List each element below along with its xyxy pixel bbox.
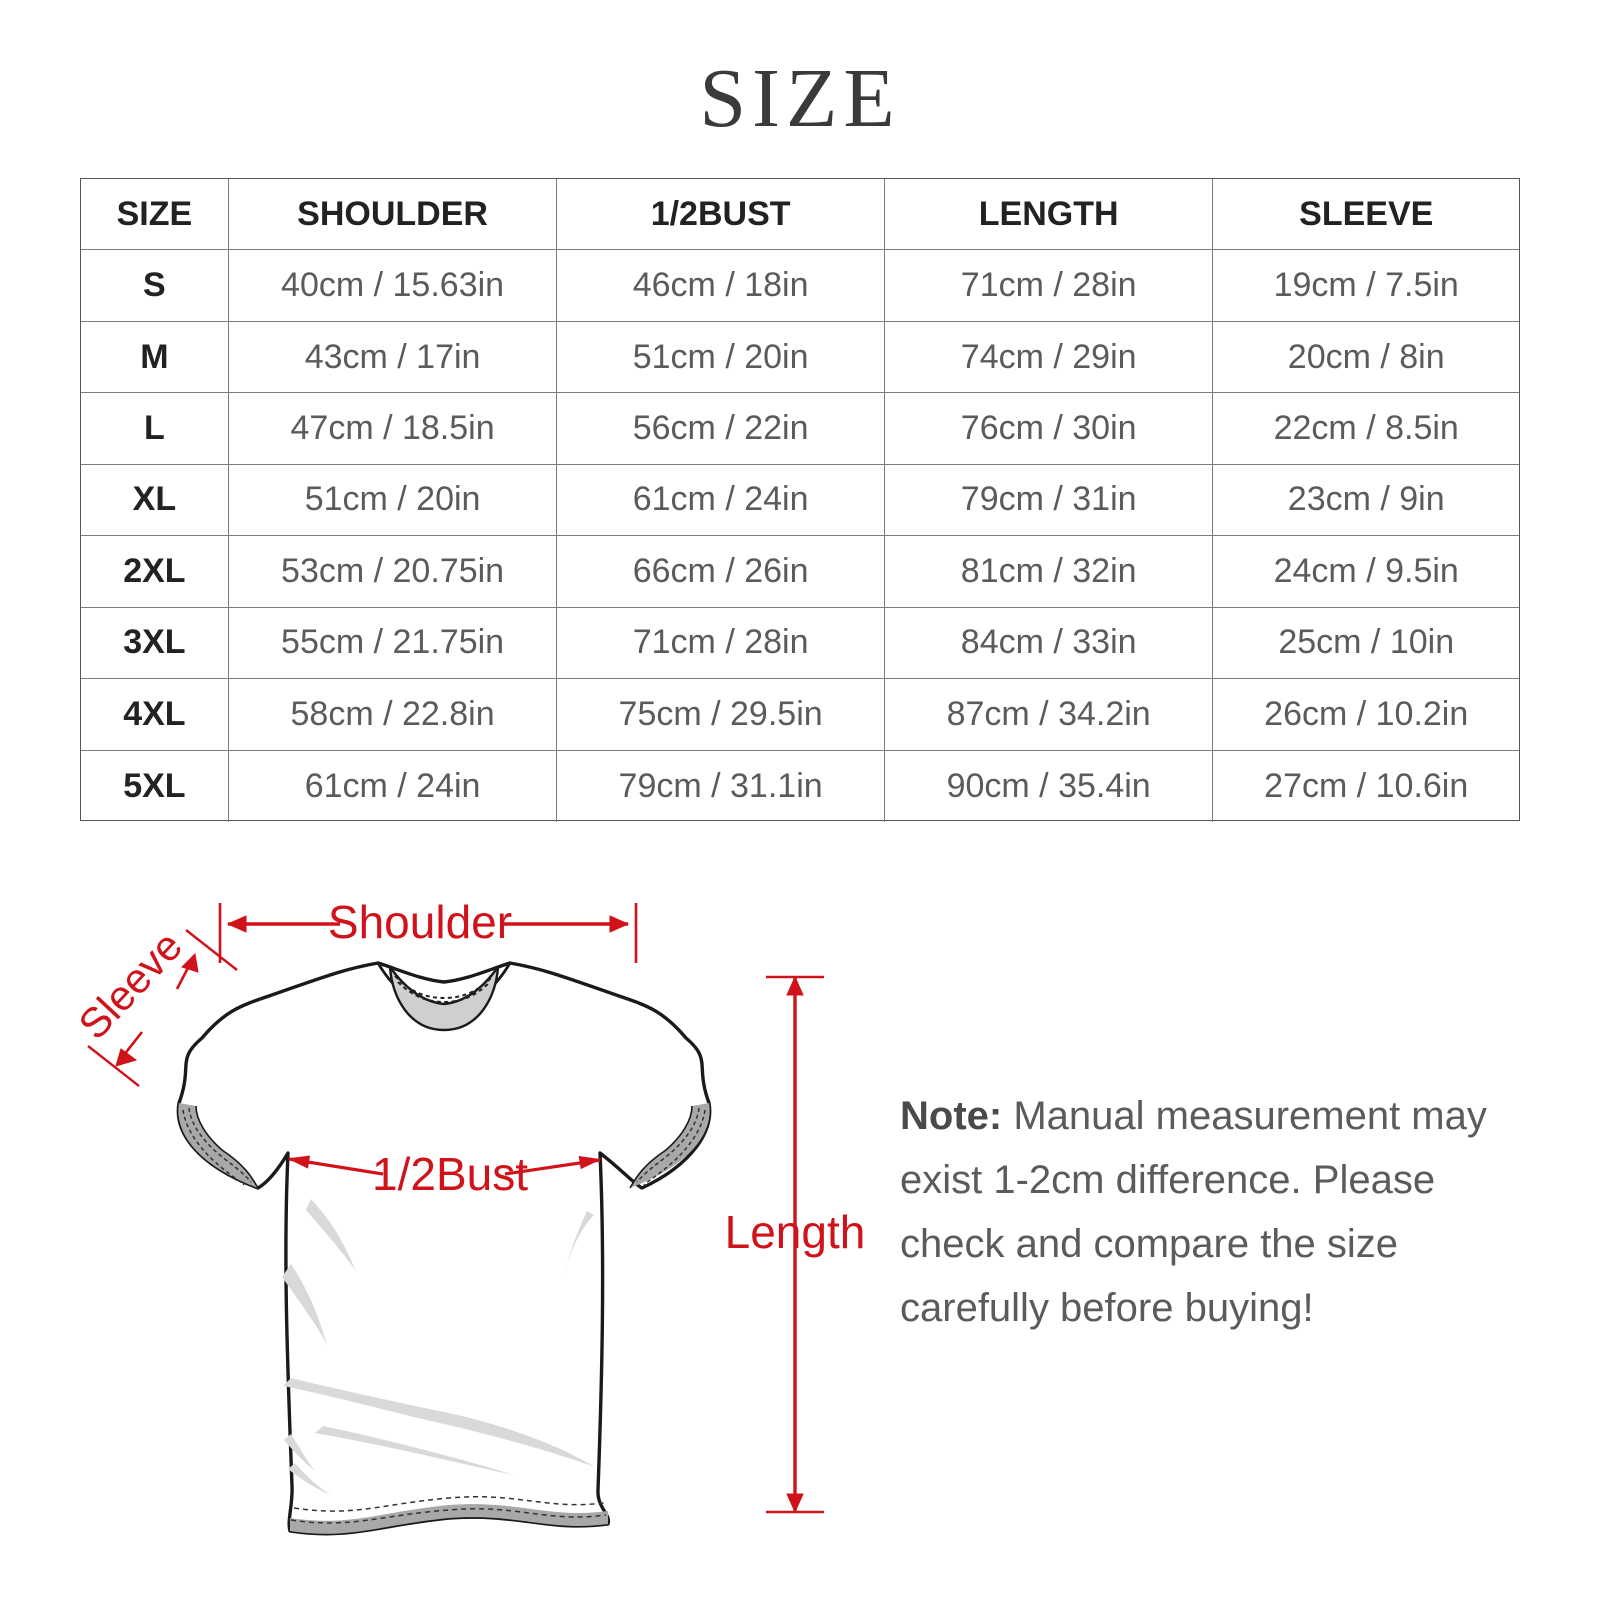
svg-text:Shoulder: Shoulder [328, 896, 512, 948]
svg-text:1/2Bust: 1/2Bust [372, 1148, 528, 1200]
svg-text:Length: Length [725, 1206, 866, 1258]
svg-text:Sleeve: Sleeve [69, 922, 191, 1048]
